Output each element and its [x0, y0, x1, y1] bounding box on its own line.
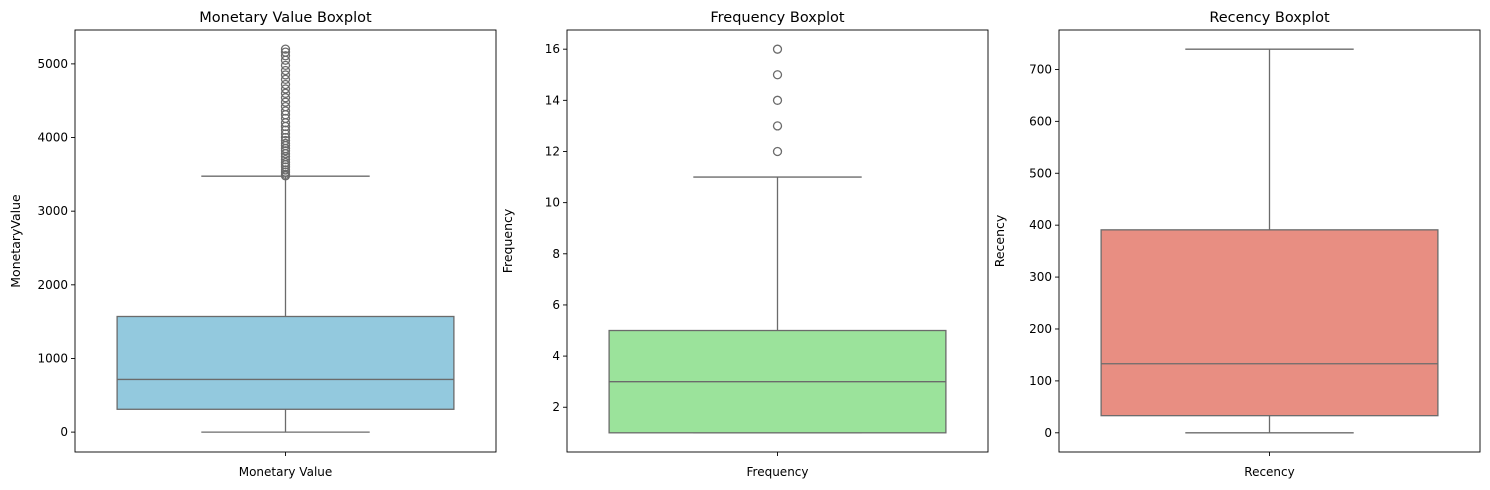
outlier-point: [280, 101, 291, 112]
chart-title: Recency Boxplot: [1209, 10, 1330, 26]
x-category-label: Monetary Value: [239, 465, 333, 479]
outlier-point: [280, 93, 291, 103]
y-tick-label: 2: [552, 400, 560, 414]
iqr-box: [1100, 229, 1439, 417]
y-tick-label: 0: [1044, 426, 1052, 440]
outlier-point: [772, 44, 783, 54]
chart-title: Monetary Value Boxplot: [199, 10, 372, 26]
y-axis-label: MonetaryValue: [8, 194, 23, 288]
iqr-box: [116, 315, 455, 410]
outlier-point: [280, 79, 291, 90]
y-tick-label: 10: [545, 196, 560, 210]
outlier-point: [280, 60, 291, 71]
x-category-label: Frequency: [747, 465, 809, 479]
outlier-point: [280, 44, 291, 54]
x-category-label: Recency: [1244, 465, 1294, 479]
y-tick-label: 5000: [37, 57, 68, 71]
chart-title: Frequency Boxplot: [710, 10, 845, 26]
panel-2: 2 4 6 8 10 12 14 16 Frequency Frequency Boxplot Fr…: [500, 10, 989, 479]
y-axis-label: Recency: [992, 214, 1007, 267]
y-tick-label: 200: [1029, 322, 1052, 336]
y-tick-label: 4: [552, 349, 560, 363]
outlier-point: [280, 97, 291, 107]
outlier-point: [772, 146, 783, 157]
y-tick-label: 3000: [37, 204, 68, 218]
outlier-point: [772, 95, 783, 105]
y-tick-label: 16: [545, 42, 560, 56]
y-tick-label: 300: [1029, 270, 1052, 284]
outlier-point: [280, 65, 291, 76]
y-axis-label: Frequency: [500, 208, 515, 273]
outlier-point: [280, 106, 291, 116]
panel-3: 0 100 200 300 400 500 600 700 Recency Recency Box…: [992, 10, 1481, 479]
outlier-point: [280, 84, 291, 94]
y-tick-label: 700: [1029, 62, 1052, 76]
y-tick-label: 600: [1029, 114, 1052, 128]
outlier-point: [772, 121, 783, 131]
y-tick-label: 500: [1029, 166, 1052, 180]
outlier-point: [280, 70, 291, 80]
outlier-point: [280, 157, 291, 168]
outlier-point: [280, 154, 291, 165]
outlier-point: [280, 74, 291, 84]
y-tick-label: 12: [545, 144, 560, 158]
y-tick-label: 1000: [37, 351, 68, 365]
outlier-point: [280, 135, 291, 146]
outlier-point: [280, 138, 291, 149]
outlier-point: [280, 51, 291, 61]
y-tick-label: 2000: [37, 278, 68, 292]
y-tick-label: 6: [552, 298, 560, 312]
outlier-point: [280, 88, 291, 98]
y-tick-label: 4000: [37, 131, 68, 145]
panel-1: 0 1000 2000 3000 4000 5000 Monetary Value Monet…: [8, 10, 497, 479]
y-tick-label: 0: [60, 425, 68, 439]
outlier-point: [772, 70, 783, 80]
y-tick-label: 8: [552, 247, 560, 261]
y-tick-label: 100: [1029, 374, 1052, 388]
y-tick-label: 400: [1029, 218, 1052, 232]
outlier-point: [280, 47, 291, 57]
y-tick-label: 14: [545, 93, 560, 107]
